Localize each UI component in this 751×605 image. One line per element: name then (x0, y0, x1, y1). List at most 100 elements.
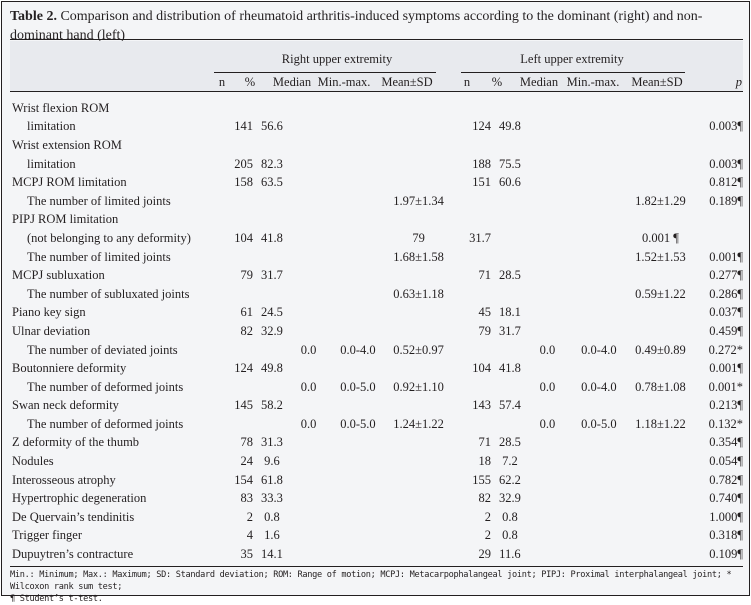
cell-n (465, 341, 495, 360)
cell-minmax (570, 322, 628, 341)
cell-meansd (386, 211, 452, 230)
cell-n: 45 (478, 305, 491, 320)
table-row: Wrist flexion ROM (10, 99, 743, 118)
cell-median (525, 304, 570, 323)
cell-minmax (570, 304, 628, 323)
cell-median (525, 99, 570, 118)
cell-minmax (330, 545, 386, 564)
cell-median: 0.0 (300, 416, 317, 431)
cell-median (525, 527, 570, 546)
cell-median (525, 155, 570, 174)
cell-median (525, 322, 570, 341)
cell-meansd (628, 304, 694, 323)
row-label: limitation (27, 119, 76, 134)
cell-minmax (570, 211, 628, 230)
cell-minmax (330, 322, 386, 341)
row-label: The number of deviated joints (27, 342, 178, 357)
spacer (451, 304, 465, 323)
row-label: The number of deformed joints (27, 416, 184, 431)
cell-n: 154 (234, 472, 254, 487)
cell-median (287, 397, 330, 416)
table-row: The number of deformed joints 0.0 0.0-5.0 1… (10, 415, 743, 434)
cell-meansd (628, 322, 694, 341)
cell-median (287, 285, 330, 304)
table-row: Interosseous atrophy 154 61.8 155 62.2 0.782¶ (10, 471, 743, 490)
cell-p: 0.213¶ (709, 398, 743, 413)
cell-median: 0.0 (539, 342, 556, 357)
cell-: 28.5 (498, 435, 521, 450)
cell-: 56.6 (260, 119, 283, 134)
cell-minmax (330, 471, 386, 490)
cell-minmax (330, 173, 386, 192)
cell-p: 0.277¶ (709, 268, 743, 283)
cell-minmax (570, 471, 628, 490)
row-label: The number of subluxated joints (27, 286, 190, 301)
cell-median (525, 471, 570, 490)
cell-meansd (628, 397, 694, 416)
spacer (451, 173, 465, 192)
column-header: Mean±SD (631, 75, 683, 89)
cell-meansd (386, 173, 452, 192)
cell-minmax (570, 545, 628, 564)
cell-minmax (570, 155, 628, 174)
table-row: Dupuytren’s contracture 35 14.1 29 11.6 0.109… (10, 545, 743, 564)
cell-p: 0.037¶ (709, 305, 743, 320)
cell-n: 124 (234, 361, 254, 376)
table-row: Wrist extension ROM (10, 136, 743, 155)
row-label: (not belonging to any deformity) (27, 230, 191, 245)
cell-: 14.1 (260, 547, 283, 562)
cell-meansd (386, 304, 452, 323)
cell-n (223, 136, 257, 155)
cell-n: 2 (246, 509, 254, 524)
spacer (451, 527, 465, 546)
spacer (451, 99, 465, 118)
cell-median (525, 452, 570, 471)
column-header: Min.-max. (566, 75, 620, 89)
cell-median (525, 173, 570, 192)
cell-meansd: 0.78±1.08 (635, 379, 686, 394)
cell-minmax (330, 489, 386, 508)
cell-median: 0.0 (300, 379, 317, 394)
top-rule (10, 39, 743, 40)
cell-n: 82 (478, 491, 491, 506)
cell-p: 1.000¶ (709, 509, 743, 524)
cell- (257, 192, 287, 211)
cell-minmax (330, 155, 386, 174)
cell-minmax: 0.0-5.0 (340, 416, 376, 431)
cell-median (287, 434, 330, 453)
cell-n (223, 99, 257, 118)
cell-meansd: 0.49±0.89 (635, 342, 686, 357)
column-header: n (218, 75, 226, 89)
cell-meansd (386, 397, 452, 416)
table-row: Piano key sign 61 24.5 45 18.1 0.037¶ (10, 304, 743, 323)
cell-: 18.1 (498, 305, 521, 320)
row-label: The number of limited joints (27, 249, 171, 264)
table-row: Nodules 24 9.6 18 7.2 0.054¶ (10, 452, 743, 471)
cell-n (223, 192, 257, 211)
cell-n: 31.7 (469, 230, 491, 245)
spacer (451, 415, 465, 434)
cell-n: 71 (478, 435, 491, 450)
cell-n (223, 378, 257, 397)
spacer (451, 155, 465, 174)
cell-meansd (386, 527, 452, 546)
spacer (451, 508, 465, 527)
table-row: Ulnar deviation 82 32.9 79 31.7 0.459¶ (10, 322, 743, 341)
cell-minmax (570, 359, 628, 378)
cell- (257, 378, 287, 397)
cell-n: 188 (472, 156, 491, 171)
cell-minmax (570, 452, 628, 471)
cell-minmax (330, 508, 386, 527)
cell-n: 151 (472, 175, 491, 190)
spacer (451, 378, 465, 397)
cell- (257, 136, 287, 155)
column-header: % (244, 75, 256, 89)
cell-: 32.9 (498, 491, 521, 506)
cell-median (287, 527, 330, 546)
cell-n: 124 (472, 119, 491, 134)
cell-median (287, 136, 330, 155)
cell-n (465, 99, 495, 118)
cell-minmax (570, 248, 628, 267)
cell-n: 104 (234, 230, 254, 245)
row-label: Wrist extension ROM (12, 137, 122, 152)
